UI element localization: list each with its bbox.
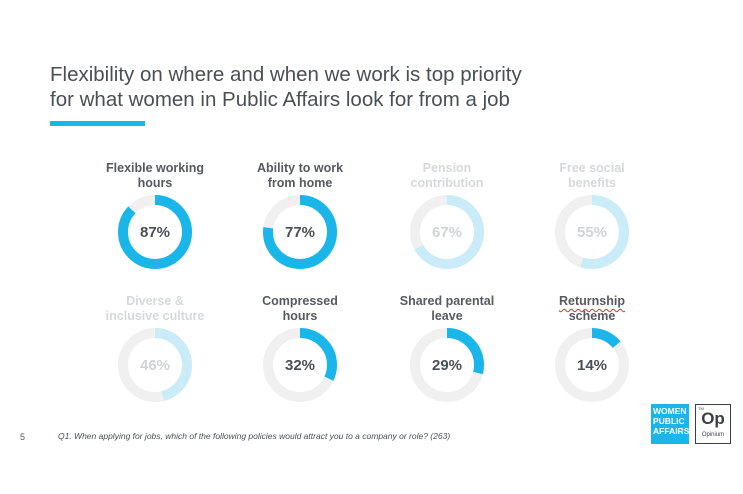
donut-chart: 87% <box>118 195 192 269</box>
donut-label: Returnship scheme <box>522 294 662 326</box>
title-line-1: Flexibility on where and when we work is… <box>50 63 522 86</box>
logo-op-name: Opinium <box>701 432 725 438</box>
donut-item: Ability to work from home 77% <box>230 161 370 271</box>
donut-label: Flexible working hours <box>85 161 225 193</box>
donut-value-arc <box>263 195 337 269</box>
donut-item: Flexible working hours 87% <box>85 161 225 271</box>
donut-item: Pension contribution 67% <box>377 161 517 271</box>
donut-label-line: contribution <box>410 176 484 190</box>
donut-value-arc <box>555 195 629 269</box>
donut-percent-label: 46% <box>140 357 170 374</box>
donut-value-arc <box>410 328 484 402</box>
logo-wpa-line-2: PUBLIC <box>653 416 685 426</box>
logo-wpa-line-1: WOMEN <box>653 406 687 416</box>
donut-label-line: scheme <box>568 309 616 323</box>
donut-item: Diverse & inclusive culture 46% <box>85 294 225 404</box>
donut-chart: 14% <box>555 328 629 402</box>
donut-item: Returnship scheme 14% <box>522 294 662 404</box>
donut-percent-label: 14% <box>577 357 607 374</box>
donut-value-arc <box>410 195 484 269</box>
donut-label: Ability to work from home <box>230 161 370 193</box>
donut-item: Shared parental leave 29% <box>377 294 517 404</box>
donut-label-line: hours <box>137 176 173 190</box>
donut-label-line: inclusive culture <box>105 309 205 323</box>
donut-item: Compressed hours 32% <box>230 294 370 404</box>
donut-label-line: Flexible working <box>106 161 204 175</box>
donut-chart: 67% <box>410 195 484 269</box>
donut-label: Shared parental leave <box>377 294 517 326</box>
donut-label-line: Returnship <box>559 294 625 308</box>
opinium-logo: TM Op Opinium <box>695 404 731 444</box>
donut-label: Compressed hours <box>230 294 370 326</box>
donut-percent-label: 87% <box>140 224 170 241</box>
donut-label-line: hours <box>282 309 318 323</box>
title-line-2: for what women in Public Affairs look fo… <box>50 88 510 111</box>
donut-percent-label: 55% <box>577 224 607 241</box>
page-title: Flexibility on where and when we work is… <box>50 62 710 112</box>
logo-wpa-line-3: AFFAIRS <box>653 426 689 436</box>
page-number: 5 <box>20 432 26 442</box>
donut-label-line: Diverse & <box>126 294 184 308</box>
donut-percent-label: 77% <box>285 224 315 241</box>
donut-label-line: Ability to work <box>256 161 344 175</box>
donut-chart: 29% <box>410 328 484 402</box>
donut-percent-label: 67% <box>432 224 462 241</box>
donut-label: Diverse & inclusive culture <box>85 294 225 326</box>
donut-label-line: Compressed <box>262 294 338 308</box>
donut-label-line: from home <box>267 176 333 190</box>
donut-label: Pension contribution <box>377 161 517 193</box>
title-underline-bar <box>50 121 145 126</box>
women-public-affairs-logo: WOMEN PUBLIC AFFAIRS <box>651 404 689 444</box>
donut-percent-label: 29% <box>432 357 462 374</box>
donut-value-arc <box>118 328 192 402</box>
donut-chart: 32% <box>263 328 337 402</box>
donut-label-line: Pension <box>422 161 472 175</box>
donut-label: Free social benefits <box>522 161 662 193</box>
donut-value-arc <box>118 195 192 269</box>
donut-label-line: benefits <box>568 176 616 190</box>
logo-op-mark: Op <box>701 409 725 428</box>
footnote: Q1. When applying for jobs, which of the… <box>58 431 451 441</box>
logo-op-tm: TM <box>698 406 704 411</box>
donut-item: Free social benefits 55% <box>522 161 662 271</box>
donut-chart: 46% <box>118 328 192 402</box>
donut-label-line: Shared parental <box>399 294 495 308</box>
donut-value-arc <box>555 328 629 402</box>
donut-value-arc <box>263 328 337 402</box>
donut-label-line: Free social <box>559 161 625 175</box>
donut-label-line: leave <box>431 309 463 323</box>
donut-chart: 55% <box>555 195 629 269</box>
donut-percent-label: 32% <box>285 357 315 374</box>
donut-chart: 77% <box>263 195 337 269</box>
